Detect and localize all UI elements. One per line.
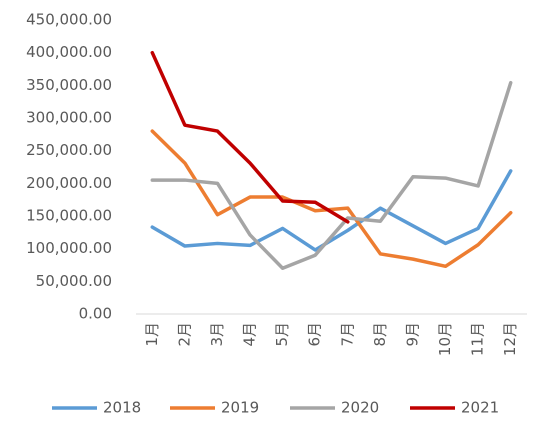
x-tick-label: 2月 — [175, 322, 193, 347]
y-tick-label: 350,000.00 — [26, 76, 112, 94]
y-tick-label: 150,000.00 — [26, 207, 112, 225]
x-tick-label: 7月 — [338, 322, 356, 347]
data-line — [150, 50, 350, 224]
y-tick-label: 50,000.00 — [36, 272, 112, 290]
y-tick-label: 300,000.00 — [26, 109, 112, 127]
data-line — [150, 169, 513, 252]
x-tick-label: 11月 — [469, 322, 487, 356]
y-tick-label: 250,000.00 — [26, 141, 112, 159]
x-tick-label: 6月 — [306, 322, 324, 347]
legend-label: 2021 — [461, 399, 499, 417]
legend-label: 2019 — [221, 399, 259, 417]
y-tick-label: 400,000.00 — [26, 43, 112, 61]
x-tick-label: 8月 — [371, 322, 389, 347]
data-line — [150, 129, 513, 269]
y-tick-label: 100,000.00 — [26, 239, 112, 257]
x-tick-label: 10月 — [436, 322, 454, 356]
x-tick-label: 5月 — [273, 322, 291, 347]
x-tick-label: 3月 — [208, 322, 226, 347]
y-tick-label: 0.00 — [79, 305, 112, 323]
y-tick-label: 450,000.00 — [26, 11, 112, 29]
x-tick-label: 9月 — [403, 322, 421, 347]
x-tick-label: 1月 — [143, 322, 161, 347]
x-tick-label: 4月 — [241, 322, 259, 347]
legend-label: 2018 — [103, 399, 141, 417]
data-line — [150, 80, 513, 271]
x-tick-label: 12月 — [501, 322, 519, 356]
y-tick-label: 200,000.00 — [26, 174, 112, 192]
legend-label: 2020 — [341, 399, 379, 417]
